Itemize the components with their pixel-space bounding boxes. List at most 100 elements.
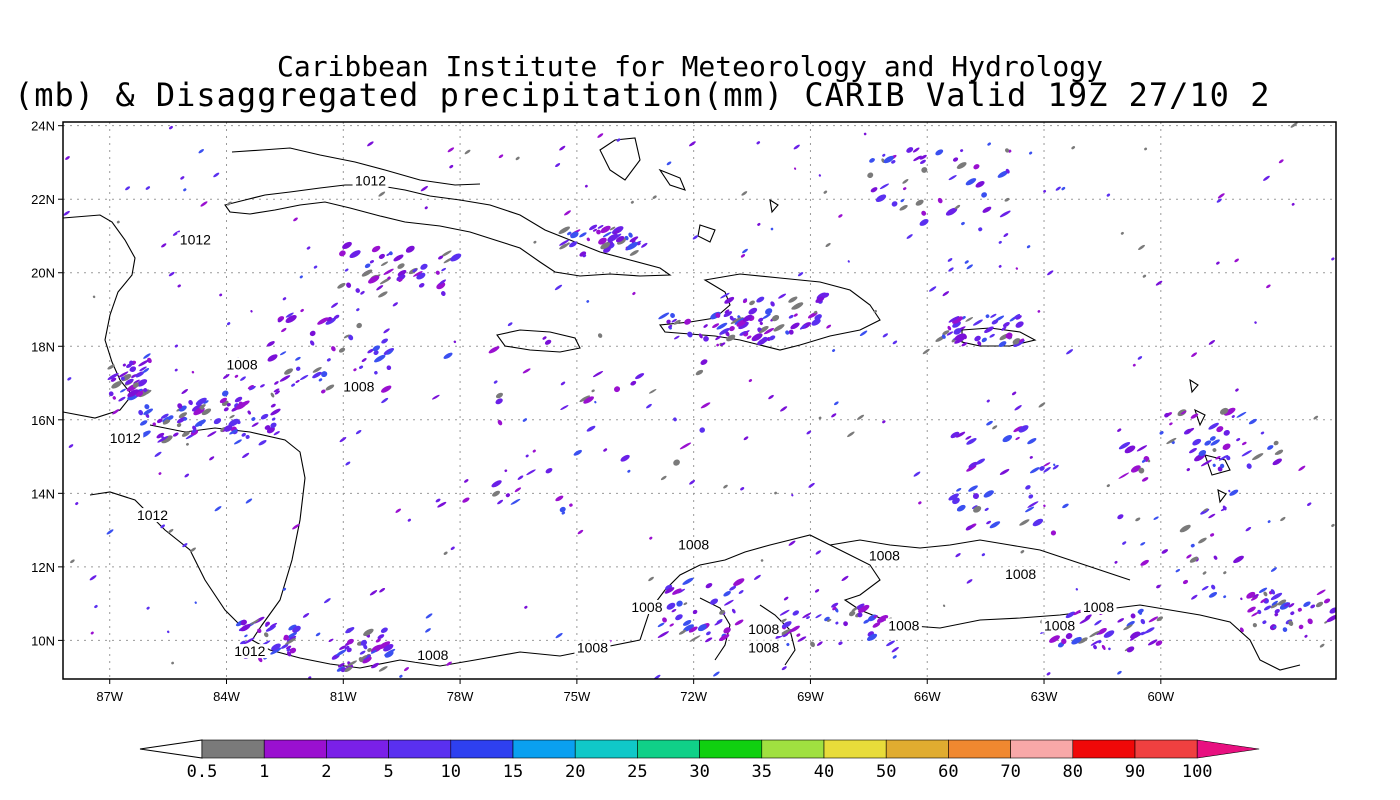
precip-cell bbox=[1220, 463, 1225, 469]
precip-cell bbox=[172, 432, 179, 437]
precip-cell bbox=[282, 297, 287, 301]
precip-cell bbox=[788, 329, 794, 335]
precip-cell bbox=[620, 454, 630, 462]
isobar-label-bg bbox=[745, 622, 782, 637]
isobar-label: 1012 bbox=[355, 173, 386, 189]
precip-cell bbox=[498, 154, 504, 159]
precip-cell bbox=[112, 409, 120, 415]
precip-cell bbox=[219, 397, 228, 404]
precip-cell bbox=[1118, 472, 1130, 479]
precip-cell bbox=[1323, 598, 1331, 604]
precip-cell bbox=[379, 587, 386, 593]
precip-cell bbox=[779, 628, 791, 636]
precip-cell bbox=[731, 608, 736, 614]
precip-cell bbox=[902, 179, 909, 184]
precip-cell bbox=[1252, 622, 1257, 628]
precip-cell bbox=[788, 296, 798, 303]
precip-cell bbox=[372, 345, 380, 352]
precip-cell bbox=[374, 371, 378, 375]
precip-cell bbox=[730, 317, 742, 325]
precip-cell bbox=[1065, 611, 1076, 619]
precip-cell bbox=[953, 328, 962, 335]
precip-cell bbox=[331, 346, 336, 352]
precip-cell bbox=[1245, 526, 1252, 532]
precip-cell bbox=[779, 609, 790, 616]
precip-cell bbox=[1106, 193, 1111, 197]
precip-cell bbox=[135, 372, 144, 378]
precip-cell bbox=[387, 276, 391, 280]
precip-cell bbox=[668, 324, 673, 329]
precip-cell bbox=[937, 197, 943, 204]
precip-cell bbox=[1303, 601, 1311, 607]
precip-cell bbox=[1278, 159, 1284, 164]
precip-cell bbox=[369, 260, 374, 264]
precip-cell bbox=[236, 419, 241, 425]
precip-cell bbox=[687, 331, 693, 338]
precip-cell bbox=[774, 491, 778, 495]
precip-cell bbox=[1123, 624, 1133, 631]
precip-cell bbox=[1043, 462, 1051, 467]
precip-cell bbox=[594, 400, 597, 404]
precip-cell bbox=[359, 650, 366, 655]
precip-cell bbox=[630, 380, 637, 386]
colorbar-swatch bbox=[512, 739, 576, 759]
precip-cell bbox=[192, 430, 196, 434]
precip-cell bbox=[1228, 489, 1231, 493]
precip-cell bbox=[1204, 440, 1212, 446]
precip-cell bbox=[877, 614, 889, 623]
lat-label: 10N bbox=[31, 633, 55, 648]
precip-cell bbox=[816, 641, 823, 646]
precip-cell bbox=[383, 644, 394, 652]
precip-cell bbox=[793, 167, 797, 170]
precip-cell bbox=[1226, 455, 1231, 461]
precip-cell bbox=[742, 314, 753, 322]
precip-cell bbox=[786, 643, 790, 647]
precip-cell bbox=[788, 314, 794, 319]
precip-cell bbox=[361, 269, 373, 277]
precip-cell bbox=[1071, 146, 1076, 150]
precip-cell bbox=[441, 250, 452, 257]
precip-cell bbox=[497, 419, 503, 426]
precip-cell bbox=[972, 505, 978, 509]
precip-cell bbox=[759, 321, 763, 326]
precip-cell bbox=[397, 263, 405, 269]
precip-cell bbox=[1138, 467, 1145, 474]
precip-cell bbox=[213, 172, 220, 178]
precip-cell bbox=[935, 149, 944, 156]
precip-cell bbox=[122, 363, 126, 367]
precip-cell bbox=[673, 417, 677, 422]
precip-cell bbox=[626, 242, 638, 250]
precip-cell bbox=[1013, 426, 1023, 433]
precip-cell bbox=[1182, 579, 1189, 585]
precip-cell bbox=[1192, 438, 1202, 446]
isobar-label-bg bbox=[866, 548, 903, 563]
precip-cell bbox=[1002, 435, 1013, 443]
precip-cell bbox=[188, 399, 193, 406]
precip-cell bbox=[1130, 631, 1141, 639]
precip-cell bbox=[615, 235, 625, 243]
precip-cell bbox=[250, 310, 253, 313]
precip-cell bbox=[841, 575, 849, 582]
precip-cell bbox=[981, 338, 986, 343]
precip-cell bbox=[129, 366, 136, 372]
precip-cell bbox=[435, 498, 441, 503]
precip-cell bbox=[368, 275, 380, 284]
precip-cell bbox=[738, 590, 744, 594]
precip-cell bbox=[392, 302, 398, 307]
precip-cell bbox=[1223, 407, 1236, 416]
precip-cell bbox=[447, 147, 455, 153]
precip-cell bbox=[363, 644, 368, 650]
precip-cell bbox=[1307, 618, 1313, 625]
precip-cell bbox=[676, 600, 683, 607]
precip-cell bbox=[554, 284, 563, 291]
precip-cell bbox=[942, 330, 950, 336]
precip-cell bbox=[627, 469, 631, 473]
lat-label: 12N bbox=[31, 560, 55, 575]
precip-cell bbox=[1037, 310, 1041, 313]
precip-cell bbox=[999, 468, 1010, 475]
colorbar-label: 90 bbox=[1125, 762, 1145, 782]
precip-cell bbox=[92, 295, 96, 299]
precip-cell bbox=[882, 420, 886, 424]
precip-cell bbox=[912, 147, 920, 153]
precip-cell bbox=[403, 667, 410, 672]
